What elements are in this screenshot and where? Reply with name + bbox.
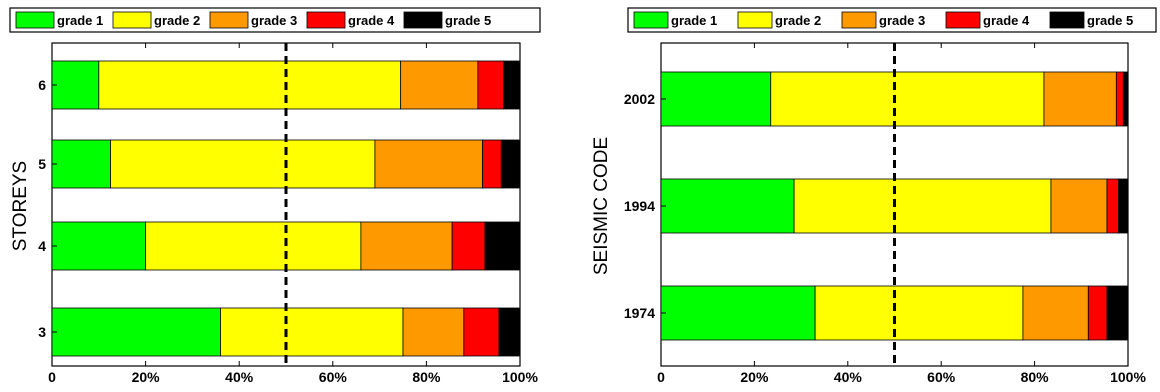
bar-grade-1-5	[51, 139, 111, 189]
bar-grade-5-4	[484, 221, 521, 271]
bar-grade-5-5	[500, 139, 521, 189]
bar-grade-5-3	[498, 307, 521, 357]
legend-swatch	[633, 11, 669, 29]
bar-grade-4-6	[477, 60, 505, 110]
y-tick-label: 2002	[624, 91, 655, 107]
y-tick-label: 1994	[624, 198, 655, 214]
bar-grade-4-1994	[1106, 178, 1120, 234]
x-tick-label: 0	[48, 369, 56, 385]
bar-grade-5-1994	[1118, 178, 1129, 234]
legend-swatch	[1049, 11, 1085, 29]
legend-label: grade 4	[348, 13, 395, 28]
bar-grade-2-6	[98, 60, 402, 110]
storeys-chart: 3 4 5 6 0 20% 40% 60% 80% 100% STOREYS grade 1 grade…	[9, 7, 541, 385]
x-tick-label: 100%	[1110, 369, 1146, 385]
y-tick-label: 5	[38, 156, 46, 172]
bar-grade-4-1974	[1087, 285, 1108, 341]
bar-grade-1-1974	[660, 285, 816, 341]
seismic-code-chart: 1974 1994 2002 0 20% 40% 60% 80% 100% SEISMIC COD…	[591, 7, 1157, 385]
bar-grade-2-2002	[770, 71, 1045, 127]
legend-label: grade 3	[251, 13, 297, 28]
bar-grade-1-4	[51, 221, 146, 271]
legend-label: grade 1	[671, 13, 717, 28]
y-axis-label: SEISMIC CODE	[591, 137, 612, 275]
bar-grade-3-1994	[1050, 178, 1108, 234]
bar-grade-5-2002	[1122, 71, 1129, 127]
bar-grade-4-4	[451, 221, 486, 271]
legend-swatch	[112, 11, 152, 29]
legend-box	[9, 7, 541, 33]
x-tick-label: 40%	[225, 369, 254, 385]
bar-grade-5-6	[503, 60, 521, 110]
x-tick-label: 20%	[132, 369, 161, 385]
bar-grade-1-2002	[660, 71, 772, 127]
legend-swatch	[841, 11, 877, 29]
bar-grade-3-1974	[1022, 285, 1089, 341]
bar-grade-2-5	[110, 139, 376, 189]
x-tick-label: 40%	[834, 369, 863, 385]
x-tick-label: 0	[657, 369, 665, 385]
x-tick-label: 100%	[502, 369, 538, 385]
legend-swatch	[15, 11, 55, 29]
legend-label: grade 2	[775, 13, 821, 28]
legend-label: grade 2	[154, 13, 200, 28]
legend-label: grade 5	[445, 13, 491, 28]
y-tick-label: 6	[38, 77, 46, 93]
x-tick-label: 60%	[927, 369, 956, 385]
y-tick-label: 4	[38, 238, 46, 254]
bar-grade-3-3	[402, 307, 465, 357]
x-tick-label: 20%	[740, 369, 769, 385]
x-tick-label: 60%	[319, 369, 348, 385]
bar-grade-5-1974	[1106, 285, 1129, 341]
legend-label: grade 1	[57, 13, 103, 28]
legend-swatch	[209, 11, 249, 29]
bar-grade-4-2002	[1115, 71, 1124, 127]
y-axis-label: STOREYS	[10, 161, 31, 251]
legend-label: grade 4	[983, 13, 1030, 28]
bar-grade-3-2002	[1043, 71, 1117, 127]
bar-grade-2-4	[145, 221, 362, 271]
bar-grade-2-1974	[814, 285, 1024, 341]
bar-grade-3-5	[374, 139, 483, 189]
legend-swatch	[737, 11, 773, 29]
legend-label: grade 5	[1087, 13, 1133, 28]
bar-grade-1-3	[51, 307, 221, 357]
bar-grade-4-3	[463, 307, 500, 357]
legend-swatch	[945, 11, 981, 29]
bar-grade-3-4	[360, 221, 453, 271]
bar-grade-1-6	[51, 60, 100, 110]
bar-grade-2-3	[220, 307, 404, 357]
y-tick-label: 1974	[624, 305, 655, 321]
y-tick-label: 3	[38, 324, 46, 340]
x-tick-label: 80%	[412, 369, 441, 385]
x-tick-label: 80%	[1021, 369, 1050, 385]
bar-grade-3-6	[400, 60, 479, 110]
legend-swatch	[306, 11, 346, 29]
legend-label: grade 3	[879, 13, 925, 28]
bar-grade-2-1994	[793, 178, 1052, 234]
bar-grade-1-1994	[660, 178, 795, 234]
bar-grade-4-5	[482, 139, 502, 189]
legend-swatch	[403, 11, 443, 29]
